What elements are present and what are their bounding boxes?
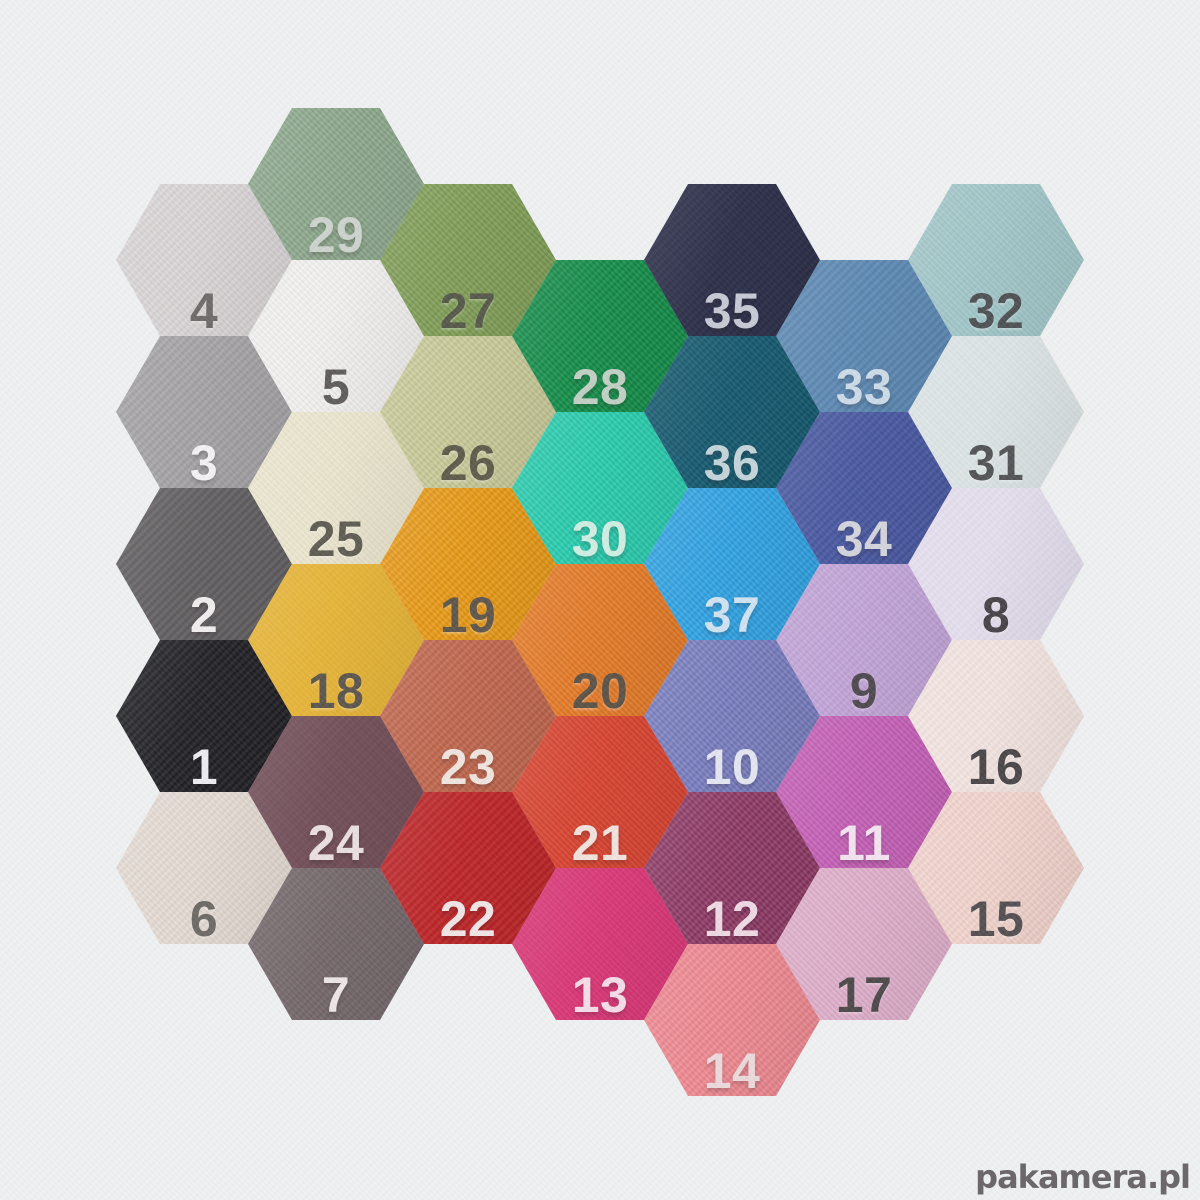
hexagon-number-label: 20 <box>571 663 629 719</box>
hexagon-number-label: 10 <box>703 739 761 795</box>
hexagon-number-label: 26 <box>439 435 497 491</box>
hexagon-number-label: 33 <box>835 359 893 415</box>
hexagon-swatch-16: 16 <box>908 640 1084 792</box>
hexagon-number-label: 24 <box>307 815 365 871</box>
hexagon-number-label: 32 <box>967 283 1025 339</box>
hexagon-number-label: 16 <box>967 739 1025 795</box>
hexagon-number-label: 7 <box>321 967 351 1023</box>
hexagon-number-label: 29 <box>307 207 365 263</box>
hexagon-number-label: 28 <box>571 359 629 415</box>
hexagon-number-label: 4 <box>189 283 219 339</box>
hexagon-number-label: 6 <box>189 891 219 947</box>
hexagon-number-label: 13 <box>571 967 629 1023</box>
hexagon-number-label: 27 <box>439 283 497 339</box>
hexagon-number-label: 30 <box>571 511 629 567</box>
hexagon-number-label: 1 <box>189 739 219 795</box>
hexagon-number-label: 31 <box>967 435 1025 491</box>
hexagon-number-label: 17 <box>835 967 893 1023</box>
hexagon-number-label: 11 <box>837 815 891 871</box>
hexagon-number-label: 18 <box>307 663 365 719</box>
hexagon-swatch-3: 3 <box>116 336 292 488</box>
hexagon-number-label: 14 <box>703 1043 761 1099</box>
hexagon-number-label: 19 <box>439 587 497 643</box>
hexagon-swatch-29: 29 <box>248 108 424 260</box>
hexagon-number-label: 2 <box>189 587 219 643</box>
hexagon-number-label: 25 <box>307 511 365 567</box>
hexagon-number-label: 22 <box>439 891 497 947</box>
hexagon-number-label: 3 <box>189 435 219 491</box>
hexagon-number-label: 9 <box>849 663 879 719</box>
hexagon-number-label: 5 <box>321 359 351 415</box>
hexagon-number-label: 23 <box>439 739 497 795</box>
hexagon-number-label: 37 <box>703 587 761 643</box>
hexagon-number-label: 36 <box>703 435 761 491</box>
hexagon-number-label: 34 <box>835 511 893 567</box>
hexagon-number-label: 35 <box>703 283 761 339</box>
pakamera-watermark: pakamera.pl <box>975 1158 1191 1196</box>
hexagon-number-label: 8 <box>981 587 1011 643</box>
hexagon-number-label: 12 <box>703 891 761 947</box>
hexagon-number-label: 21 <box>571 815 629 871</box>
hexagon-swatch-5: 5 <box>248 260 424 412</box>
hexagon-number-label: 15 <box>967 891 1025 947</box>
